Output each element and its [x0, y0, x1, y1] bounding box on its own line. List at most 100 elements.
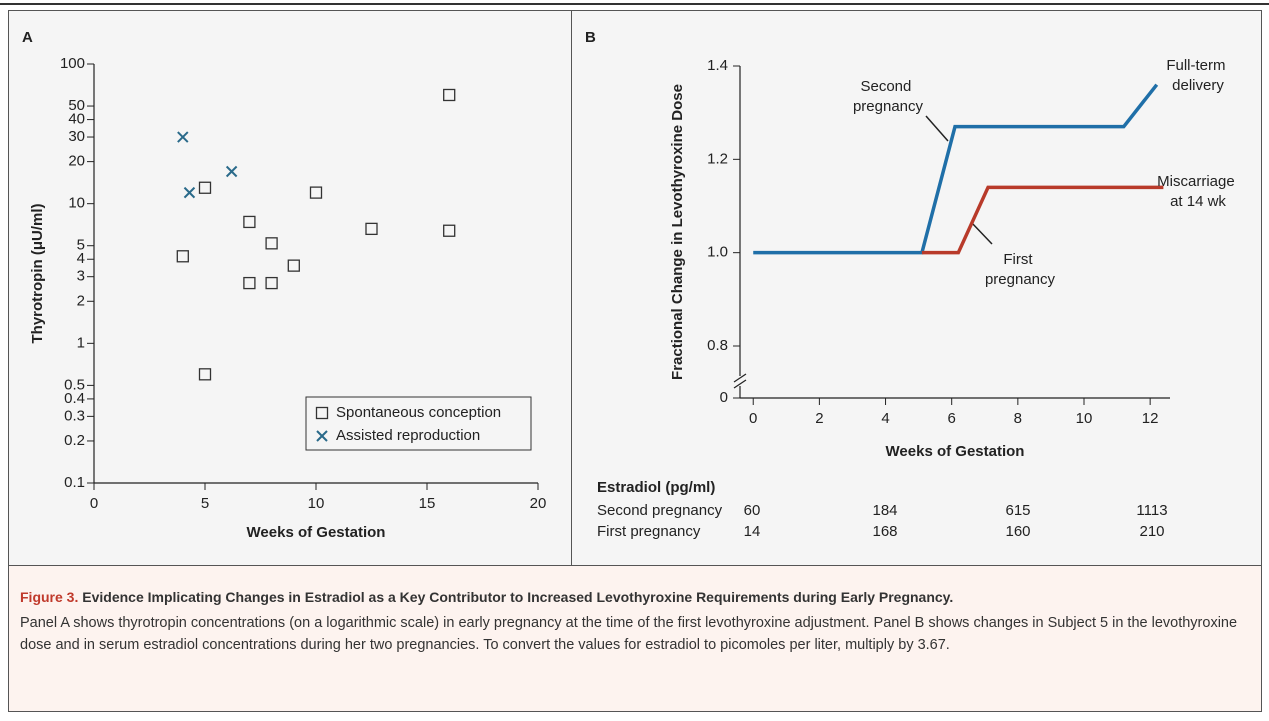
panel-a-bg	[9, 11, 571, 565]
table-value: 160	[1005, 523, 1030, 540]
annotation: Full-term delivery	[1166, 57, 1229, 94]
legend-label: Spontaneous conception	[336, 404, 501, 421]
point-square	[198, 368, 212, 381]
table-value: 210	[1139, 523, 1164, 540]
y-tick-label: 4	[77, 250, 85, 267]
table-value: 1113	[1136, 502, 1167, 519]
legend-box	[305, 396, 532, 451]
x-tick-label: 2	[815, 410, 823, 427]
text-line: Full-term	[1166, 57, 1229, 74]
table-value: 168	[872, 523, 897, 540]
x-tick-label: 5	[201, 495, 209, 512]
y-tick-label: 0.3	[64, 407, 85, 424]
y-tick-label: 20	[68, 153, 85, 170]
panel-letter: A	[22, 29, 33, 46]
row-label: Second pregnancy	[597, 502, 723, 519]
panel-letter: B	[585, 29, 596, 46]
point-square	[243, 276, 256, 290]
x-tick-label: 0	[90, 495, 98, 512]
y-tick-label: 0.5	[64, 376, 85, 393]
x-axis-label: Weeks of Gestation	[886, 443, 1025, 460]
x-tick-label: 6	[948, 410, 956, 427]
table-value: 60	[744, 502, 761, 519]
y-tick-label: 1	[77, 334, 85, 351]
y-tick-label: 1.4	[707, 57, 728, 74]
caption-title: Evidence Implicating Changes in Estradio…	[82, 589, 954, 605]
text-line: Second	[860, 78, 915, 95]
point-square	[243, 215, 256, 229]
table-value: 615	[1005, 502, 1030, 519]
series-line	[753, 83, 1159, 255]
axis-break	[733, 379, 747, 389]
text-line: pregnancy	[985, 271, 1056, 288]
y-tick-label: 0.4	[64, 390, 85, 407]
point-square	[315, 406, 329, 420]
text-line: First	[1003, 251, 1036, 268]
x-tick-label: 20	[530, 495, 547, 512]
y-tick-label: 1.2	[707, 150, 728, 167]
x-tick-label: 10	[308, 495, 325, 512]
y-tick-label: 2	[77, 292, 85, 309]
y-tick-label: 0.2	[64, 432, 85, 449]
y-tick-label: 0.1	[64, 474, 85, 491]
caption: Figure 3. Evidence Implicating Changes i…	[20, 586, 1248, 656]
leader-line	[970, 221, 993, 245]
y-tick-label: 0	[720, 389, 728, 406]
point-square	[265, 237, 278, 250]
caption-text: Panel A shows thyrotropin concentrations…	[20, 615, 1238, 653]
point-square	[309, 186, 323, 199]
point-square	[287, 259, 300, 272]
x-tick-label: 12	[1142, 410, 1159, 427]
y-tick-label: 50	[68, 97, 85, 114]
y-tick-label: 10	[68, 195, 85, 212]
text-line: delivery	[1172, 77, 1224, 94]
series-line	[921, 185, 1164, 255]
x-stroke	[177, 131, 189, 143]
leader-line	[925, 115, 949, 142]
y-tick-label: 5	[77, 237, 85, 254]
legend-label: Assisted reproduction	[336, 427, 480, 444]
caption-heading: Figure 3. Evidence Implicating Changes i…	[20, 586, 1248, 608]
text-line: at 14 wk	[1170, 193, 1226, 210]
y-tick-label: 30	[68, 128, 85, 145]
annotation: Miscarriage at 14 wk	[1157, 173, 1239, 210]
point-square	[198, 181, 212, 194]
text-line: Miscarriage	[1157, 173, 1239, 190]
point-square	[176, 250, 189, 263]
y-axis-label: Thyrotropin (μU/ml)	[29, 204, 46, 344]
x-tick-label: 8	[1014, 410, 1022, 427]
point-x	[316, 430, 328, 442]
table-value: 14	[744, 523, 761, 540]
text-line: pregnancy	[853, 98, 924, 115]
point-x	[177, 131, 189, 143]
point-square	[365, 222, 378, 236]
point-square	[265, 276, 278, 290]
row-label: First pregnancy	[597, 523, 701, 540]
x-tick-label: 10	[1076, 410, 1093, 427]
x-stroke	[183, 186, 196, 199]
panel-b-bg	[572, 11, 1261, 565]
point-x	[183, 186, 196, 199]
y-tick-label: 3	[77, 268, 85, 285]
y-tick-label: 40	[68, 111, 85, 128]
y-tick-label: 0.8	[707, 337, 728, 354]
x-tick-label: 15	[419, 495, 436, 512]
series-label: First pregnancy	[985, 251, 1056, 288]
caption-label: Figure 3.	[20, 589, 79, 605]
x-stroke	[225, 165, 238, 178]
y-axis-label: Fractional Change in Levothyroxine Dose	[669, 84, 686, 380]
x-stroke	[316, 430, 328, 442]
y-tick-label: 100	[60, 55, 85, 72]
axis-break	[733, 373, 747, 383]
y-tick-label: 1.0	[707, 244, 728, 261]
point-square	[443, 88, 456, 102]
point-square	[443, 224, 456, 237]
table-header: Estradiol (pg/ml)	[597, 479, 715, 496]
x-tick-label: 0	[749, 410, 757, 427]
x-tick-label: 4	[881, 410, 889, 427]
point-x	[225, 165, 238, 178]
series-label: Second pregnancy	[853, 78, 924, 115]
table-value: 184	[872, 502, 897, 519]
